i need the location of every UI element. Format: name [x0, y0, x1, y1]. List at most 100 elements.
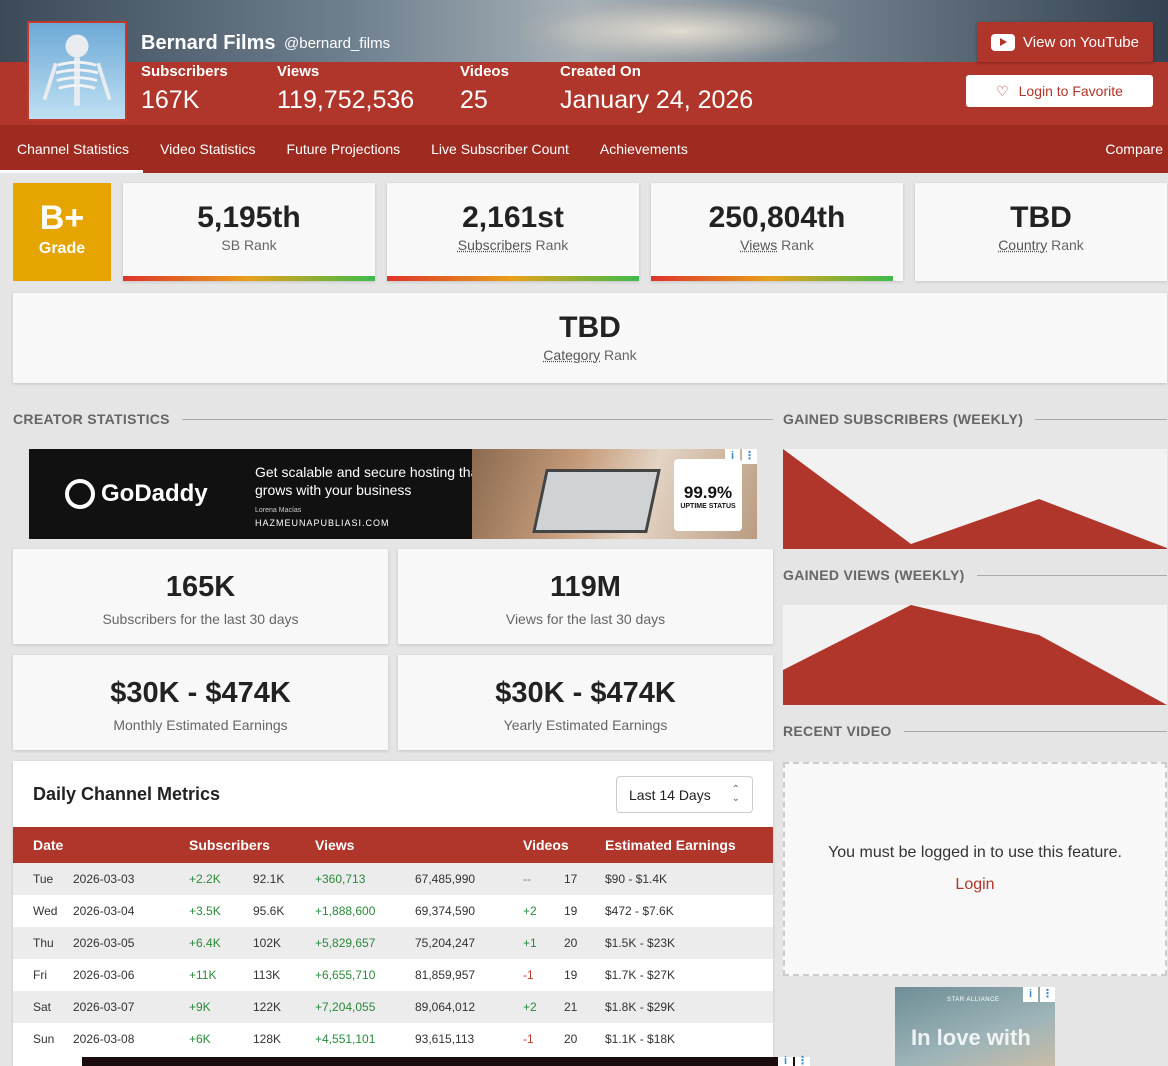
- cell-sub-delta: +6.4K: [189, 936, 221, 950]
- tab-future-projections[interactable]: Future Projections: [286, 141, 401, 157]
- tab-video-statistics[interactable]: Video Statistics: [160, 141, 256, 157]
- col-header-subscribers: Subscribers: [189, 837, 270, 853]
- rank-label: SB Rank: [123, 237, 375, 253]
- uptime-value: 99.9%: [683, 483, 733, 502]
- tab-achievements[interactable]: Achievements: [599, 141, 688, 157]
- ad-site: HAZMEUNAPUBLIASI.COM: [255, 518, 390, 528]
- youtube-icon: [991, 33, 1016, 51]
- bottom-ad[interactable]: i ⋮: [82, 1055, 810, 1066]
- cell-views: 89,064,012: [415, 1000, 476, 1014]
- tab-live-subscriber-count[interactable]: Live Subscriber Count: [431, 141, 569, 157]
- cell-day: Fri: [33, 968, 47, 982]
- cell-day: Sun: [33, 1032, 55, 1046]
- cell-sub-delta: +3.5K: [189, 904, 221, 918]
- heart-icon: ♡: [996, 82, 1009, 99]
- cell-view-delta: +6,655,710: [315, 968, 376, 982]
- grade-value: B+: [39, 199, 85, 237]
- ad-menu-icon[interactable]: ⋮: [1040, 987, 1055, 1002]
- rank-value: TBD: [1010, 201, 1072, 234]
- rank-value: 2,161st: [462, 201, 564, 234]
- cell-video-delta: --: [523, 872, 531, 886]
- stat-card-label: Views for the last 30 days: [505, 611, 666, 627]
- cell-subs: 102K: [253, 936, 282, 950]
- cell-view-delta: +7,204,055: [315, 1000, 376, 1014]
- period-select[interactable]: Last 14 Days ⌃ ⌄: [616, 776, 753, 813]
- stat-label: Views: [277, 63, 320, 80]
- cell-videos: 20: [564, 1032, 578, 1046]
- rank-label-link[interactable]: Country: [998, 237, 1048, 253]
- rank-value: 5,195th: [197, 201, 301, 234]
- stat-card-value: 119M: [550, 571, 621, 603]
- cell-date: 2026-03-07: [73, 1000, 135, 1014]
- cell-views: 67,485,990: [415, 872, 476, 886]
- ad-info-icon[interactable]: i: [725, 449, 740, 464]
- rank-card-subscribers: 2,161st Subscribers Rank: [387, 183, 639, 281]
- rank-label-link[interactable]: Category: [543, 347, 601, 363]
- stat-card-value: 165K: [165, 571, 236, 603]
- stat-subscribers: Subscribers 167K: [141, 63, 228, 115]
- chevron-updown-icon: ⌃ ⌄: [731, 784, 740, 804]
- rank-label-text: Rank: [531, 237, 569, 253]
- cell-earnings: $1.7K - $27K: [605, 968, 676, 982]
- cell-subs: 92.1K: [253, 872, 285, 886]
- ad-brand: STAR ALLIANCE: [947, 997, 1000, 1003]
- login-to-favorite-button[interactable]: ♡ Login to Favorite: [966, 75, 1153, 107]
- cell-subs: 95.6K: [253, 904, 285, 918]
- cell-sub-delta: +9K: [189, 1000, 211, 1014]
- youtube-button-label: View on YouTube: [1023, 33, 1139, 51]
- metrics-title: Daily Channel Metrics: [33, 784, 221, 804]
- rank-value: TBD: [559, 311, 621, 344]
- rank-label-text: Rank: [600, 347, 637, 363]
- stat-card-views-30d: 119M Views for the last 30 days: [398, 549, 773, 644]
- cell-videos: 19: [564, 968, 578, 982]
- stat-card-subscribers-30d: 165K Subscribers for the last 30 days: [13, 549, 388, 644]
- stat-value: 167K: [141, 86, 200, 114]
- cell-videos: 21: [564, 1000, 578, 1014]
- section-gained-subscribers: GAINED SUBSCRIBERS (WEEKLY): [783, 411, 1167, 427]
- channel-banner: [0, 0, 1168, 62]
- ad-menu-icon[interactable]: ⋮: [742, 449, 757, 464]
- cell-date: 2026-03-05: [73, 936, 135, 950]
- table-row: Tue 2026-03-03 +2.2K 92.1K +360,713 67,485,99…: [13, 863, 773, 895]
- ad-info-icon[interactable]: i: [778, 1056, 793, 1066]
- channel-nav: Channel Statistics Video Statistics Futu…: [0, 125, 1168, 173]
- rank-label-text: Rank: [1047, 237, 1084, 253]
- login-link[interactable]: Login: [955, 876, 995, 893]
- cell-sub-delta: +2.2K: [189, 872, 221, 886]
- channel-avatar[interactable]: [27, 21, 127, 121]
- section-title: RECENT VIDEO: [783, 723, 892, 739]
- stat-label: Videos: [460, 63, 509, 80]
- cell-views: 93,615,113: [415, 1032, 475, 1046]
- recent-video-panel: You must be logged in to use this featur…: [783, 762, 1167, 976]
- star-alliance-ad[interactable]: STAR ALLIANCE In love with i ⋮: [895, 987, 1055, 1066]
- ad-info-icon[interactable]: i: [1023, 987, 1038, 1002]
- login-required-message: You must be logged in to use this featur…: [828, 844, 1122, 861]
- cell-day: Thu: [33, 936, 54, 950]
- rank-label-link[interactable]: Views: [740, 237, 778, 253]
- chart-area-views: [783, 605, 1167, 705]
- view-on-youtube-button[interactable]: View on YouTube: [977, 22, 1153, 62]
- cell-video-delta: +2: [523, 1000, 537, 1014]
- cell-view-delta: +4,551,101: [315, 1032, 376, 1046]
- stat-card-label: Yearly Estimated Earnings: [503, 717, 668, 733]
- tab-compare[interactable]: Compare: [1105, 141, 1163, 157]
- tab-channel-statistics[interactable]: Channel Statistics: [0, 125, 144, 173]
- rank-card-country: TBD Country Rank: [915, 183, 1167, 281]
- cell-date: 2026-03-03: [73, 872, 135, 886]
- stat-card-value: $30K - $474K: [110, 677, 291, 709]
- cell-earnings: $1.8K - $29K: [605, 1000, 676, 1014]
- cell-earnings: $472 - $7.6K: [605, 904, 674, 918]
- col-header-earnings: Estimated Earnings: [605, 837, 736, 853]
- cell-earnings: $90 - $1.4K: [605, 872, 668, 886]
- cell-video-delta: -1: [523, 968, 534, 982]
- godaddy-ad[interactable]: GoDaddy Get scalable and secure hosting …: [29, 449, 757, 539]
- cell-video-delta: -1: [523, 1032, 534, 1046]
- rank-label-link[interactable]: Subscribers: [457, 237, 532, 253]
- cell-videos: 20: [564, 936, 578, 950]
- cell-subs: 122K: [253, 1000, 282, 1014]
- stat-card-value: $30K - $474K: [495, 677, 676, 709]
- rank-label: Views Rank: [651, 237, 903, 253]
- ad-menu-icon[interactable]: ⋮: [795, 1055, 810, 1066]
- metrics-table-header: Date Subscribers Views Videos Estimated …: [13, 827, 773, 863]
- table-row: Sun 2026-03-08 +6K 128K +4,551,101 93,615,113…: [13, 1023, 773, 1055]
